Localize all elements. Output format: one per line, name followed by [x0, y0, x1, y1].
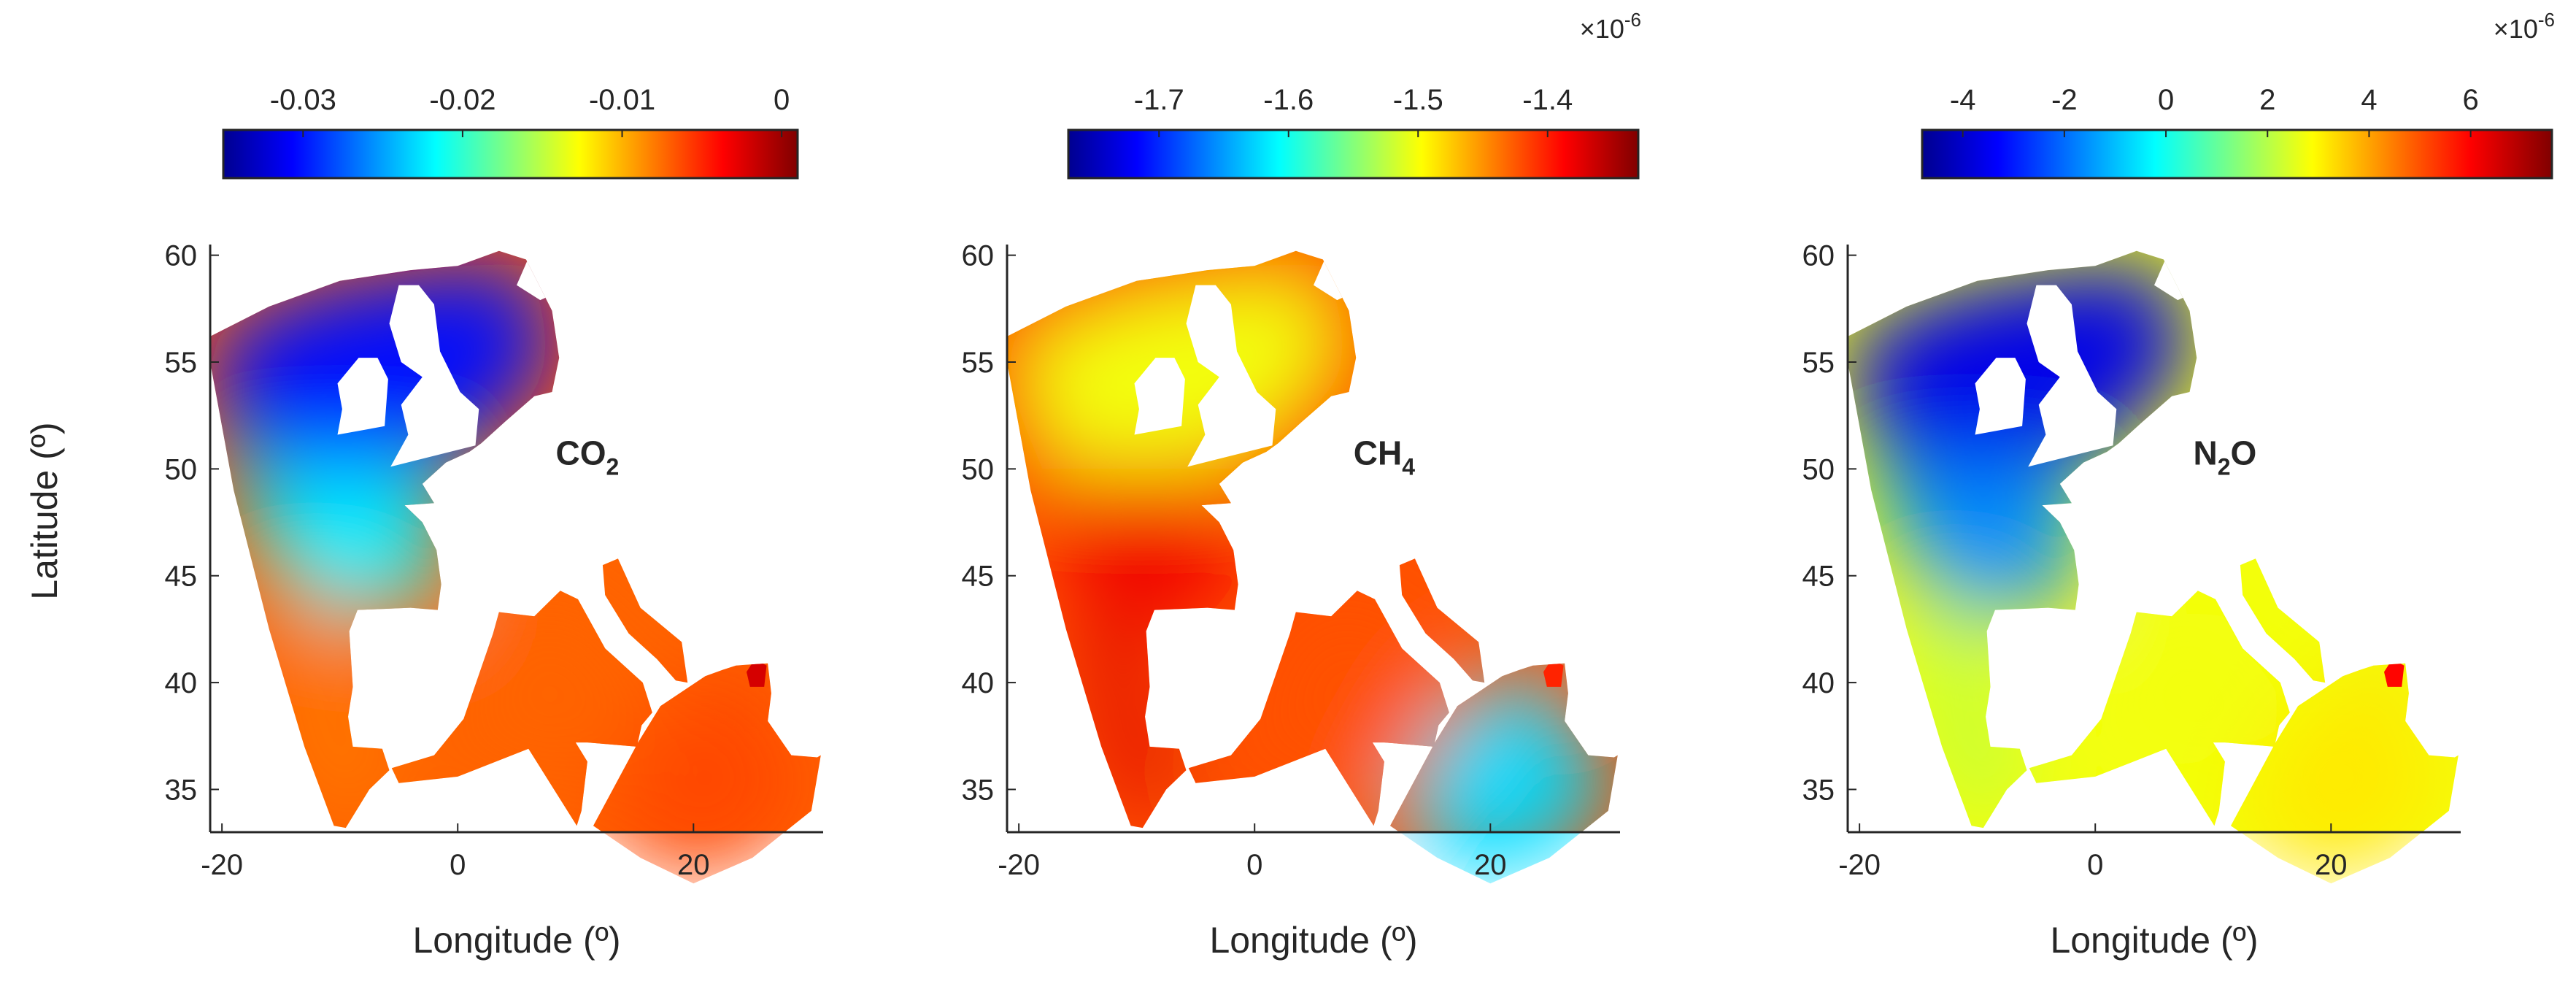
y-tick-label: 45: [1802, 561, 1835, 593]
aegean-hotspot: [1543, 658, 1564, 687]
x-axis-label: Longitude (º): [2050, 920, 2258, 961]
land-mask: [337, 358, 388, 435]
colorbar-tick-label: -1.6: [1263, 84, 1314, 116]
region-eastern-mediterranean: [2231, 663, 2459, 884]
region-iberian-atlantic-coast: [293, 597, 390, 829]
region-bay-of-biscay: [245, 469, 441, 610]
x-tick-label: 20: [2315, 849, 2348, 881]
region-bay-of-biscay: [1042, 469, 1238, 610]
y-tick-label: 35: [1802, 774, 1835, 806]
region-eastern-mediterranean: [1390, 663, 1618, 884]
colorbar: [1921, 128, 2553, 180]
x-tick-label: 0: [1246, 849, 1262, 881]
colorbar-tick-label: -1.7: [1134, 84, 1184, 116]
region-bay-of-biscay: [1883, 469, 2079, 610]
gas-label: CH4: [1354, 434, 1415, 480]
y-tick-label: 45: [165, 561, 198, 593]
y-tick-label: 40: [962, 667, 995, 699]
y-tick-label: 35: [165, 774, 198, 806]
x-tick-label: 0: [450, 849, 466, 881]
y-tick-label: 55: [165, 347, 198, 379]
colorbar-exponent: ×10-6: [1580, 9, 1641, 44]
colorbar-tick-label: 6: [2463, 84, 2479, 116]
colorbar-tick-label: -1.5: [1393, 84, 1443, 116]
region-iberian-atlantic-coast: [1090, 597, 1187, 829]
colorbar-tick-label: 0: [2158, 84, 2174, 116]
y-tick-label: 60: [1802, 240, 1835, 272]
sea-field: [1848, 250, 2459, 884]
x-tick-label: 20: [1474, 849, 1507, 881]
gas-label: N2O: [2194, 434, 2257, 480]
region-western-mediterranean: [2029, 591, 2290, 826]
y-tick-label: 50: [962, 453, 995, 485]
colorbar-tick-label: -0.02: [429, 84, 495, 116]
region-eastern-mediterranean: [593, 663, 821, 884]
region-iberian-atlantic-coast: [1930, 597, 2027, 829]
land-mask: [2027, 285, 2117, 467]
x-tick-label: -20: [1838, 849, 1881, 881]
y-tick-label: 35: [962, 774, 995, 806]
y-tick-label: 50: [165, 453, 198, 485]
y-tick-label: 50: [1802, 453, 1835, 485]
aegean-hotspot: [747, 658, 767, 687]
y-tick-label: 45: [962, 561, 995, 593]
sea-field: [210, 250, 821, 884]
y-tick-label: 40: [165, 667, 198, 699]
x-tick-label: 20: [677, 849, 710, 881]
y-tick-label: 60: [962, 240, 995, 272]
colorbar: [1067, 128, 1640, 180]
x-axis-label: Longitude (º): [412, 920, 620, 961]
colorbar-tick-label: 2: [2259, 84, 2275, 116]
x-tick-label: 0: [2087, 849, 2103, 881]
colorbar-tick-label: -1.4: [1522, 84, 1573, 116]
region-western-mediterranean: [1188, 591, 1449, 826]
colorbar-tick-label: -0.01: [589, 84, 655, 116]
colorbar-tick-label: -4: [1950, 84, 1976, 116]
land-mask: [1186, 285, 1276, 467]
y-axis-label: Latitude (º): [24, 422, 65, 599]
land-mask: [389, 285, 479, 467]
colorbar-exponent: ×10-6: [2494, 9, 2555, 44]
x-tick-label: -20: [998, 849, 1040, 881]
colorbar-tick-label: -0.03: [270, 84, 336, 116]
colorbar-tick-label: 0: [774, 84, 790, 116]
y-tick-label: 60: [165, 240, 198, 272]
y-tick-label: 55: [1802, 347, 1835, 379]
panel-2: -1.7 -1.6 -1.5 -1.4 ×10-6 35 40 45 50 55 60 -20 0 20 L…: [962, 9, 1642, 961]
x-tick-label: -20: [201, 849, 243, 881]
land-mask: [1975, 358, 2026, 435]
x-axis-label: Longitude (º): [1209, 920, 1417, 961]
colorbar-tick-label: -2: [2051, 84, 2078, 116]
land-mask: [1134, 358, 1185, 435]
y-tick-label: 55: [962, 347, 995, 379]
colorbar: [222, 128, 799, 180]
y-tick-label: 40: [1802, 667, 1835, 699]
sea-field: [1007, 250, 1618, 884]
colorbar-tick-label: 4: [2361, 84, 2377, 116]
panel-1: -0.03 -0.02 -0.01 0 35 40 45 50 55 60 -20 0 20 Longit…: [165, 84, 823, 961]
region-western-mediterranean: [391, 591, 652, 826]
gas-label: CO2: [556, 434, 620, 480]
aegean-hotspot: [2384, 658, 2405, 687]
